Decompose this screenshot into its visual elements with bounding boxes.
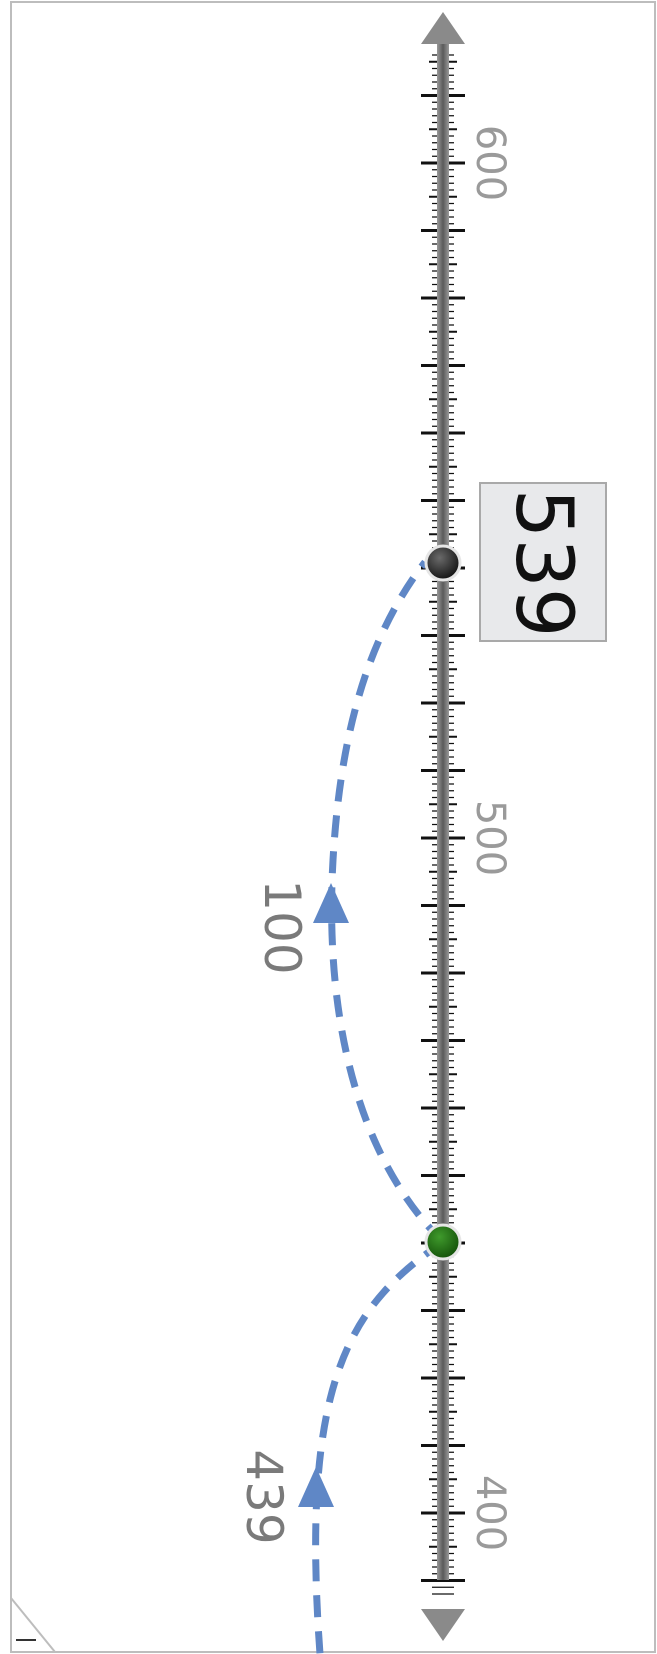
- result-label: 539: [498, 489, 588, 638]
- jump-label-100-text: 100: [253, 879, 311, 974]
- tick-label-400: 400: [467, 1475, 513, 1551]
- jump-arrow-100: [313, 883, 349, 923]
- point-539[interactable]: [424, 544, 462, 582]
- tick-label-text: 600: [467, 125, 513, 201]
- jump-arrow-start: [298, 1467, 334, 1507]
- axis-bar: [437, 44, 449, 1580]
- page-curl-corner: [10, 1597, 56, 1653]
- jump-arc-start: [312, 1239, 445, 1654]
- result-label-text: 539: [498, 489, 588, 638]
- tick-label-text: 400: [467, 1475, 513, 1551]
- jump-label-100: 100: [253, 879, 311, 974]
- point-439[interactable]: [424, 1223, 462, 1261]
- jump-label-start: 439: [235, 1449, 293, 1544]
- result-box: [479, 482, 607, 642]
- tick-label-500: 500: [467, 800, 513, 876]
- jump-arc-100: [328, 559, 446, 1245]
- axis-arrow-top: [421, 12, 465, 44]
- tick-label-text: 500: [467, 800, 513, 876]
- axis-tick-labels: 400 500 600: [467, 125, 513, 1551]
- jump-label-start-text: 439: [235, 1449, 293, 1544]
- tick-label-600: 600: [467, 125, 513, 201]
- axis-arrow-bottom: [421, 1609, 465, 1641]
